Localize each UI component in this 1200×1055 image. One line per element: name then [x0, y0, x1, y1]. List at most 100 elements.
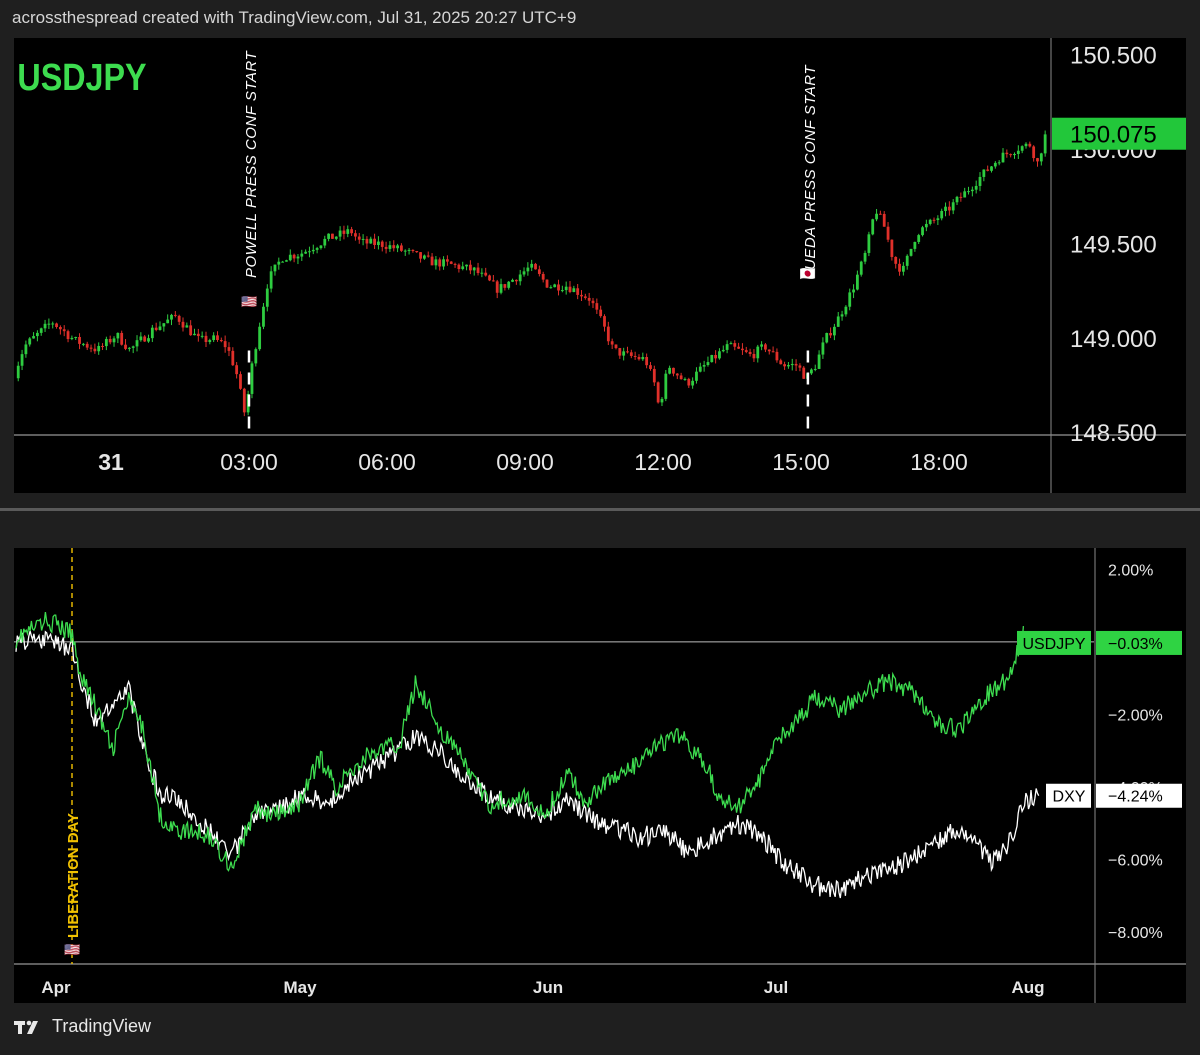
- event-flag-icon: 🇯🇵: [800, 266, 816, 281]
- candle-body: [407, 249, 411, 251]
- candle-body: [384, 246, 388, 249]
- candle-body: [794, 363, 798, 366]
- candle-body: [227, 347, 231, 351]
- candle-body: [104, 338, 108, 347]
- candle-body: [55, 323, 58, 328]
- candle-body: [177, 315, 181, 322]
- usdjpy-value-badge: [1096, 630, 1182, 655]
- candle-body: [300, 253, 304, 257]
- candle-body: [775, 351, 779, 361]
- performance-comparison-panel[interactable]: LIBERATION DAY🇺🇸2.00%−2.00%−4.00%−6.00%−…: [14, 548, 1186, 1003]
- candle-body: [373, 238, 376, 246]
- candle-body: [580, 294, 583, 297]
- candles-group: [16, 130, 1047, 417]
- candle-body: [633, 355, 637, 357]
- usdjpy-intraday-panel[interactable]: USDJPY POWELL PRESS CONF START 🇺🇸 UEDA PRES…: [14, 38, 1186, 493]
- candle-body: [511, 279, 514, 282]
- candle-body: [855, 274, 859, 290]
- candle-body: [867, 234, 871, 253]
- price-tick-label: 150.500: [1070, 42, 1157, 69]
- candle-body: [39, 328, 43, 333]
- candle-body: [721, 349, 725, 352]
- usdjpy-dxy-line-chart[interactable]: LIBERATION DAY🇺🇸2.00%−2.00%−4.00%−6.00%−…: [14, 548, 1186, 1003]
- dxy-value-badge: [1096, 783, 1182, 808]
- candle-body: [909, 248, 913, 256]
- candle-body: [813, 368, 817, 370]
- candle-body: [239, 374, 242, 389]
- candle-body: [637, 356, 641, 360]
- candle-body: [288, 254, 292, 261]
- candle-body: [162, 323, 166, 327]
- candle-body: [767, 349, 771, 352]
- candle-body: [491, 280, 495, 282]
- candle-body: [1013, 153, 1016, 156]
- candle-body: [656, 382, 660, 403]
- liberation-label-group: LIBERATION DAY: [65, 813, 82, 938]
- usdjpy-value-label: −0.03%: [1108, 636, 1163, 653]
- candle-body: [112, 338, 116, 343]
- dxy-name-badge: [1046, 783, 1091, 808]
- candle-body: [534, 263, 537, 270]
- usdjpy-candlestick-chart[interactable]: USDJPY POWELL PRESS CONF START 🇺🇸 UEDA PRES…: [14, 38, 1186, 493]
- candle-body: [587, 297, 591, 301]
- candle-body: [679, 375, 683, 380]
- candle-body: [744, 350, 748, 352]
- candle-body: [411, 249, 415, 251]
- candle-body: [518, 274, 522, 282]
- candle-body: [537, 269, 541, 274]
- candle-body: [101, 345, 104, 347]
- candle-body: [825, 333, 829, 343]
- candle-body: [415, 250, 419, 253]
- candle-body: [741, 348, 744, 351]
- candle-body: [342, 230, 346, 234]
- percent-tick-label: −2.00%: [1108, 707, 1163, 724]
- candle-body: [480, 272, 484, 274]
- candle-body: [292, 254, 296, 259]
- candle-body: [959, 196, 963, 198]
- panel-separator[interactable]: [0, 508, 1200, 511]
- candle-body: [817, 354, 821, 369]
- candle-body: [323, 238, 327, 246]
- candle-body: [127, 347, 131, 349]
- candle-body: [139, 336, 143, 341]
- candle-body: [400, 245, 403, 251]
- candle-body: [434, 259, 438, 266]
- price-tick-label: 148.500: [1070, 420, 1157, 447]
- percent-tick-label: −8.00%: [1108, 925, 1163, 942]
- time-tick-label: 18:00: [910, 449, 968, 475]
- candle-body: [438, 259, 442, 267]
- candle-body: [541, 273, 545, 280]
- candle-body: [484, 272, 488, 276]
- candle-body: [978, 176, 982, 186]
- event-label-group: POWELL PRESS CONF START: [243, 50, 260, 278]
- candle-body: [304, 251, 308, 254]
- candle-body: [844, 306, 848, 315]
- candle-body: [58, 327, 62, 330]
- candle-body: [997, 162, 1001, 164]
- candle-body: [51, 323, 55, 325]
- candle-body: [829, 333, 832, 336]
- candle-body: [576, 288, 580, 295]
- candle-body: [20, 354, 24, 366]
- candle-body: [668, 367, 672, 374]
- candle-body: [204, 335, 208, 342]
- candle-body: [97, 345, 101, 352]
- candle-body: [296, 256, 300, 259]
- candle-body: [522, 271, 526, 275]
- liberation-flag-icon: 🇺🇸: [64, 942, 80, 957]
- candle-body: [737, 346, 741, 349]
- candle-body: [369, 238, 373, 244]
- candle-body: [154, 327, 158, 330]
- candle-body: [254, 349, 258, 364]
- candle-body: [572, 288, 576, 293]
- candle-body: [281, 261, 285, 263]
- candle-body: [810, 369, 813, 374]
- dxy-series-line: [15, 630, 1040, 899]
- candle-body: [388, 245, 392, 249]
- candle-body: [47, 323, 51, 325]
- candle-body: [170, 314, 173, 320]
- dxy-value-label: −4.24%: [1108, 789, 1163, 806]
- candle-body: [62, 329, 66, 332]
- time-tick-label: 31: [98, 449, 124, 475]
- candle-body: [974, 185, 978, 190]
